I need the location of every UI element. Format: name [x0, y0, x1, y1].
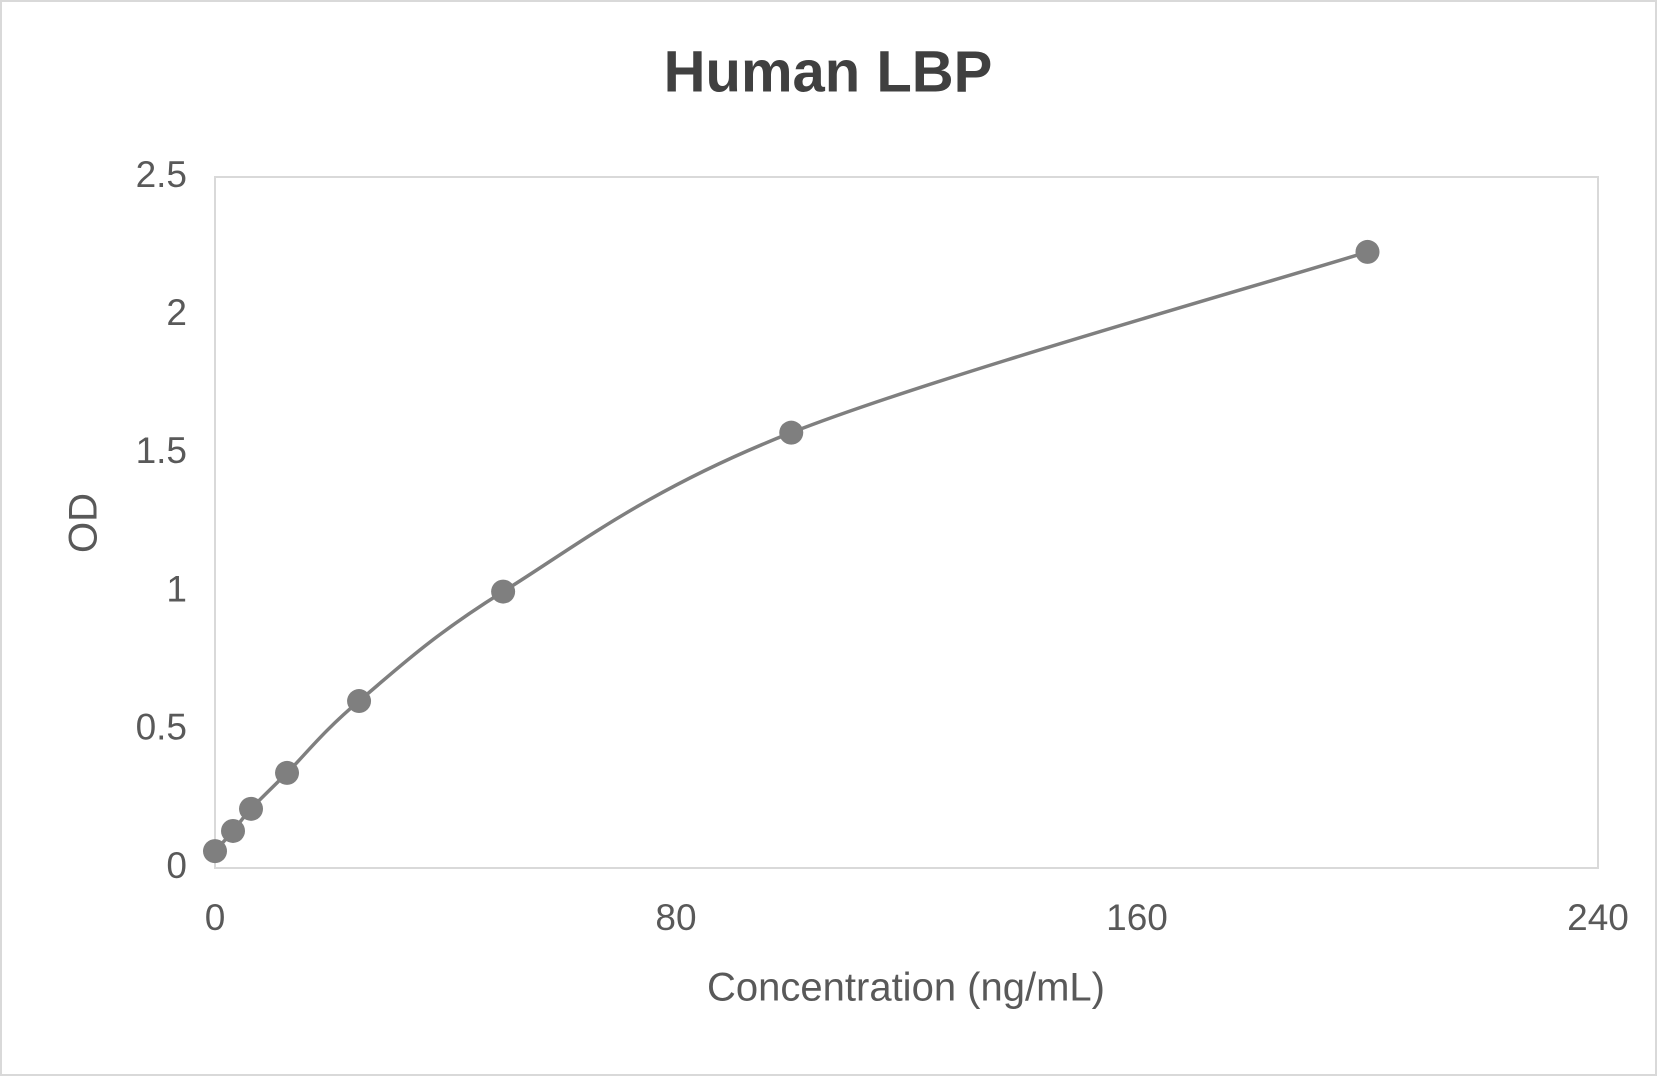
data-point — [1355, 239, 1380, 264]
plot-area — [214, 176, 1599, 869]
x-tick-label: 160 — [1106, 897, 1168, 938]
x-tick-label: 240 — [1567, 897, 1629, 938]
x-tick-label: 80 — [655, 897, 696, 938]
data-point — [491, 579, 516, 604]
data-point — [221, 818, 246, 843]
data-point — [347, 689, 372, 714]
y-tick-label: 1.5 — [136, 430, 187, 471]
y-tick-label: 0.5 — [136, 707, 187, 748]
chart-title: Human LBP — [664, 39, 993, 104]
data-point — [779, 420, 804, 445]
y-tick-label: 1 — [166, 568, 187, 609]
y-tick-label: 2.5 — [136, 154, 187, 195]
y-tick-label: 2 — [166, 292, 187, 333]
x-axis-title: Concentration (ng/mL) — [707, 966, 1105, 1010]
data-point — [239, 796, 264, 821]
y-axis-title: OD — [62, 493, 106, 553]
y-tick-label: 0 — [166, 845, 187, 886]
data-point — [275, 760, 300, 785]
data-point — [203, 839, 227, 864]
x-tick-label: 0 — [205, 897, 226, 938]
